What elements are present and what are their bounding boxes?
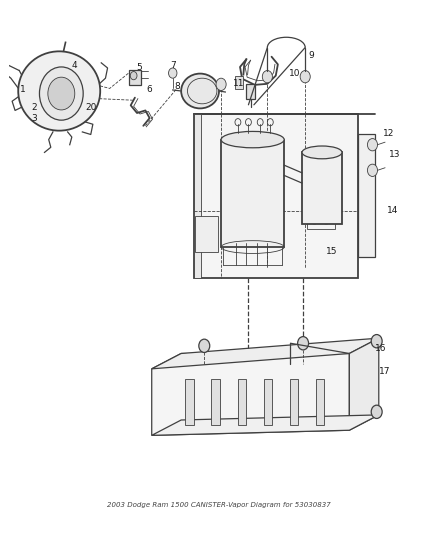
Circle shape [130,71,137,80]
Bar [235,76,243,90]
Bar [302,152,342,224]
Ellipse shape [18,51,100,131]
Bar [307,206,335,229]
Text: 16: 16 [374,344,386,353]
Ellipse shape [181,74,219,108]
Text: 4: 4 [71,61,77,70]
Bar [194,114,358,278]
Text: 17: 17 [379,367,390,376]
Circle shape [216,78,226,91]
Bar [264,379,272,425]
Text: 12: 12 [383,129,394,138]
Circle shape [262,70,272,83]
Text: 14: 14 [387,206,399,215]
Bar [246,84,255,99]
Circle shape [199,339,210,352]
Text: 2: 2 [32,103,37,112]
Circle shape [169,68,177,78]
Circle shape [48,77,75,110]
Circle shape [367,164,378,176]
Text: 15: 15 [326,247,338,256]
Text: 13: 13 [389,150,401,159]
Polygon shape [152,415,379,435]
Text: 2003 Dodge Ram 1500 CANISTER-Vapor Diagram for 53030837: 2003 Dodge Ram 1500 CANISTER-Vapor Diagr… [107,502,331,508]
Text: 11: 11 [233,79,245,88]
Circle shape [371,405,382,418]
Bar [316,379,324,425]
Circle shape [300,70,310,83]
Text: 9: 9 [309,51,314,60]
Text: 7: 7 [170,61,176,70]
Ellipse shape [302,146,342,159]
Bar [221,140,284,247]
Bar [358,134,374,257]
Text: 8: 8 [174,82,180,91]
Bar [212,379,220,425]
Bar [129,69,141,85]
Bar [185,379,194,425]
Text: 5: 5 [136,63,142,72]
Polygon shape [152,338,379,369]
Text: 20: 20 [85,103,96,112]
Circle shape [367,139,378,151]
Bar [194,114,201,278]
Polygon shape [152,353,350,435]
Bar [194,216,218,252]
Text: 10: 10 [289,69,300,78]
Text: 1: 1 [20,85,25,94]
Bar [290,379,298,425]
Circle shape [298,337,308,350]
Circle shape [39,67,83,120]
Polygon shape [350,338,379,430]
Text: 3: 3 [32,114,37,123]
Ellipse shape [221,132,284,148]
Bar [237,379,246,425]
Text: 6: 6 [147,85,152,94]
Circle shape [371,335,382,348]
